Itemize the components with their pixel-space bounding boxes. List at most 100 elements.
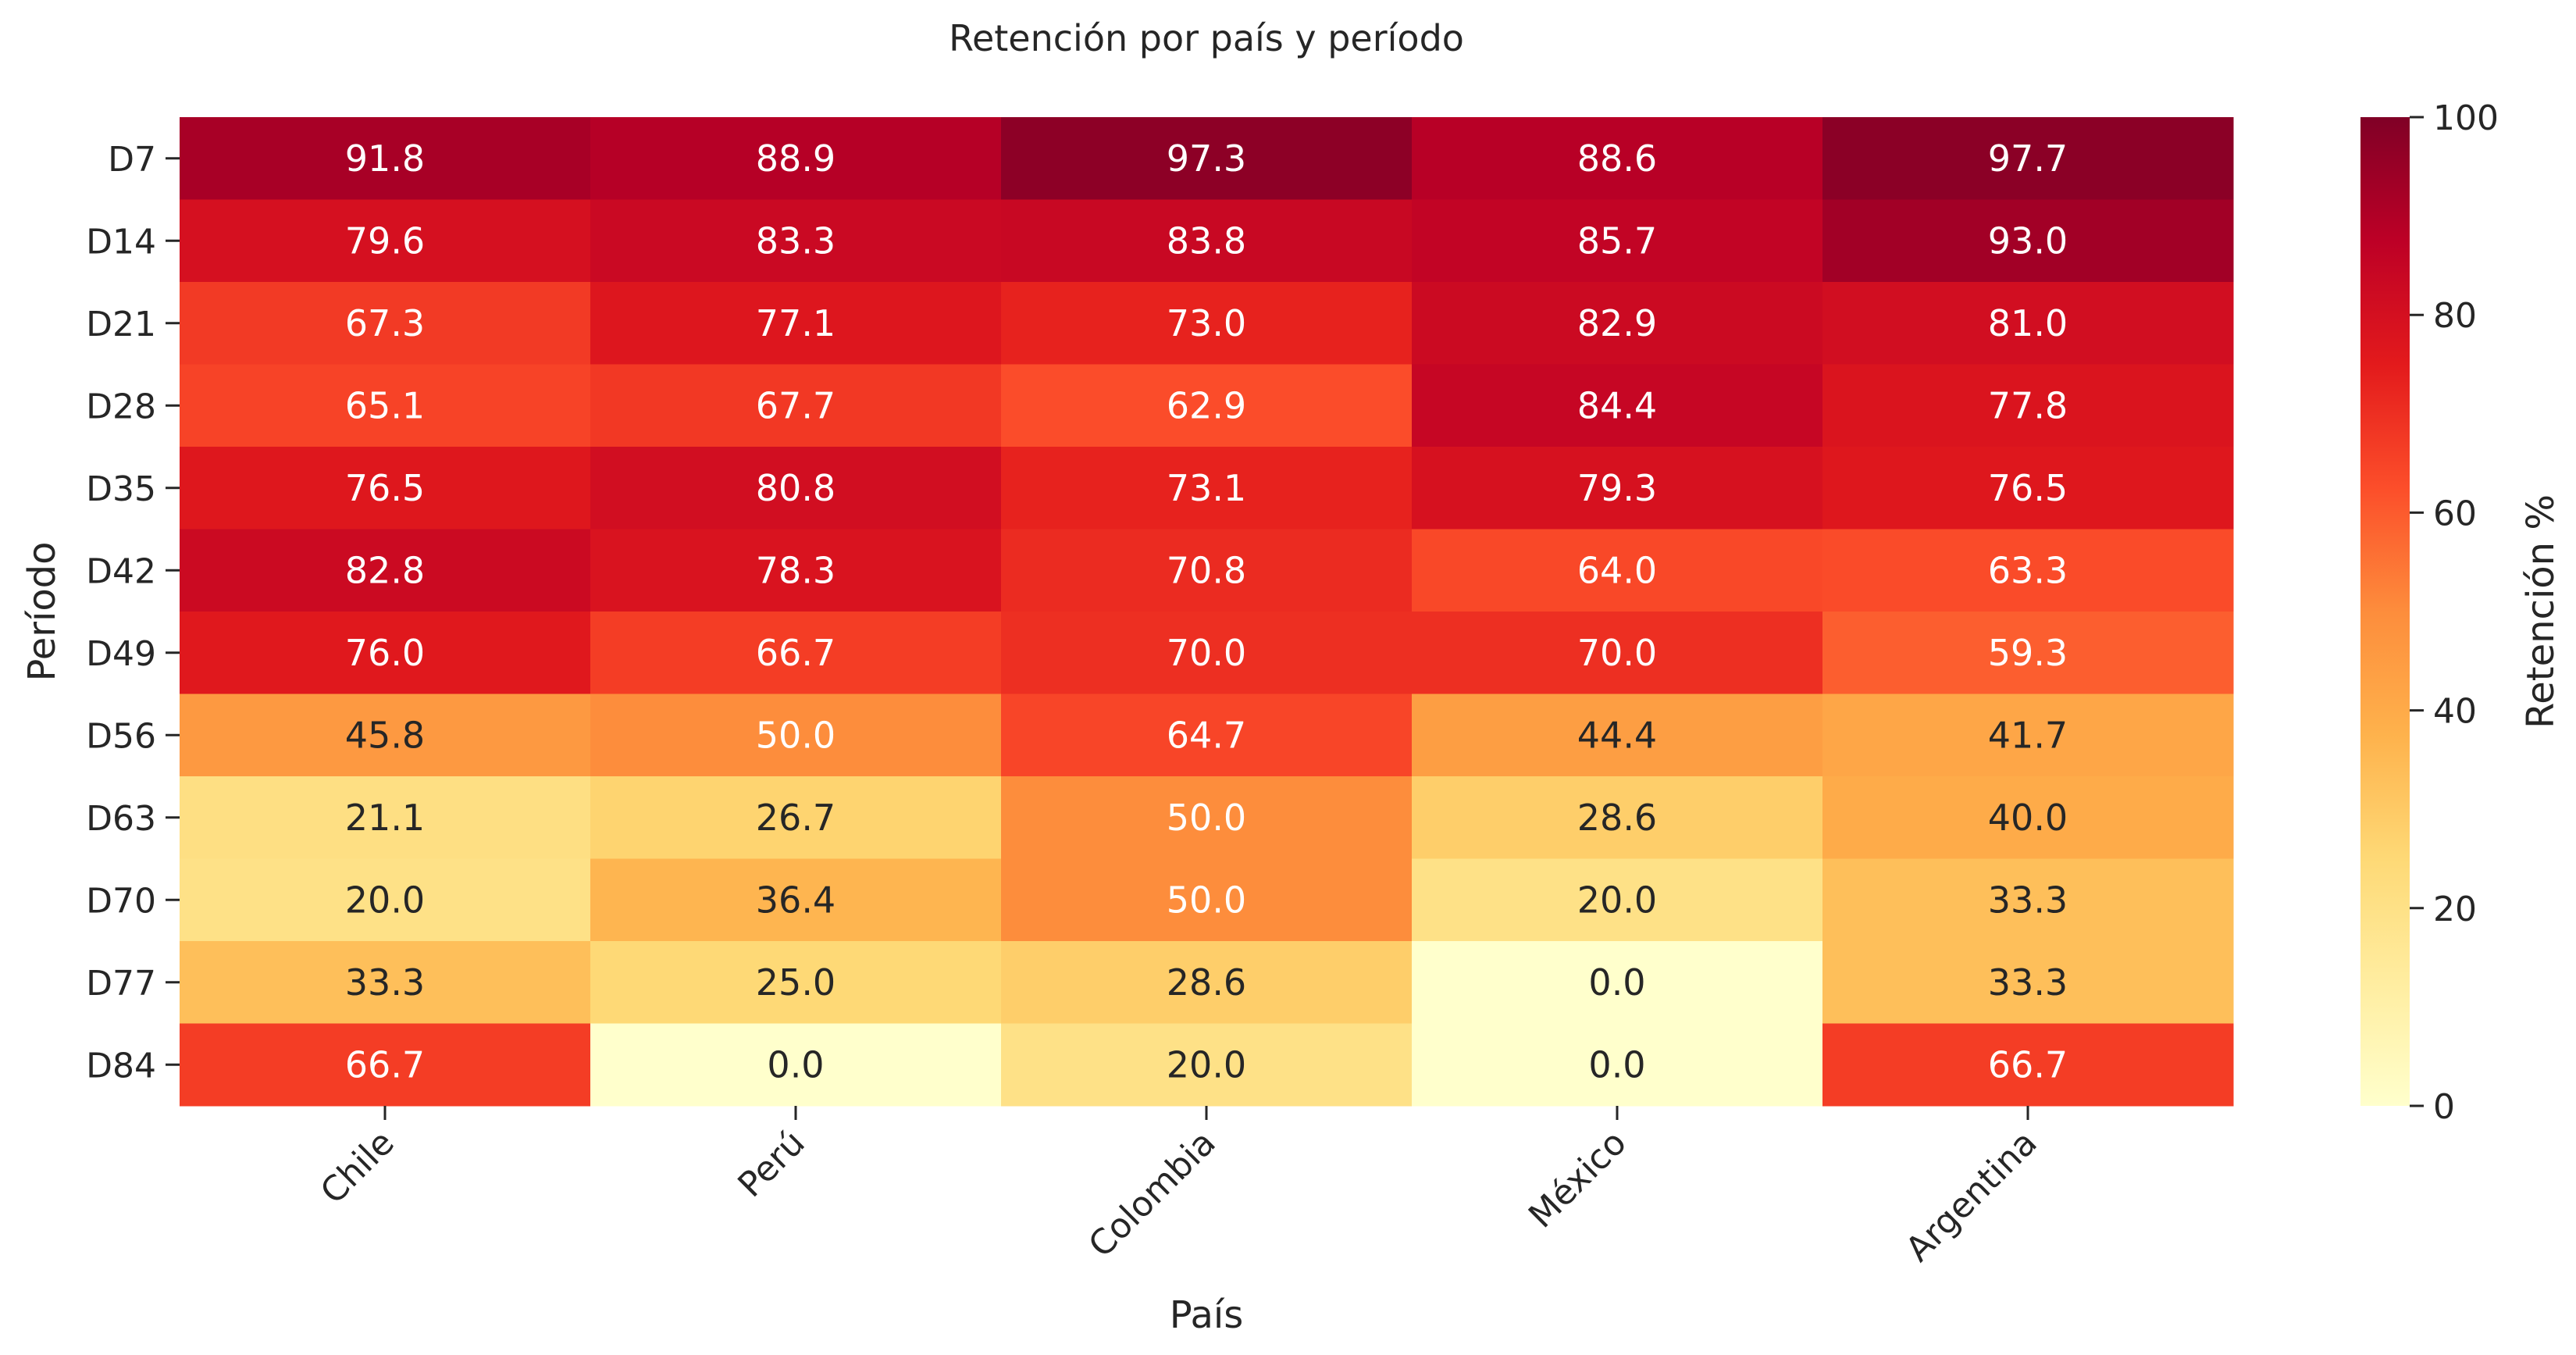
x-axis-ticks: Chile Perú Colombia México Argentina xyxy=(313,1106,2045,1270)
heatmap-cell xyxy=(1822,858,2234,942)
y-tick-label: D77 xyxy=(86,964,156,1004)
colorbar-tick-label: 80 xyxy=(2433,296,2477,336)
cell-value-label: 0.0 xyxy=(1588,961,1645,1004)
heatmap-cell xyxy=(1001,282,1413,365)
heatmap-cell xyxy=(1001,199,1413,283)
cell-value-label: 85.7 xyxy=(1577,219,1657,262)
cell-value-label: 50.0 xyxy=(756,714,836,756)
heatmap-cell xyxy=(1822,529,2234,612)
heatmap-cell xyxy=(180,776,591,859)
cell-value-label: 91.8 xyxy=(345,137,425,180)
heatmap-cell xyxy=(180,1023,591,1107)
cell-value-label: 50.0 xyxy=(1167,879,1246,921)
cell-value-label: 70.8 xyxy=(1167,549,1246,591)
cell-value-label: 36.4 xyxy=(756,879,836,921)
heatmap-cell xyxy=(1412,858,1823,942)
cell-value-label: 40.0 xyxy=(1988,797,2068,839)
heatmap-cell xyxy=(180,941,591,1024)
y-tick-label: D28 xyxy=(86,387,156,426)
cell-value-label: 64.7 xyxy=(1167,714,1246,756)
heatmap-cell xyxy=(180,858,591,942)
colorbar-tick-label: 60 xyxy=(2433,494,2477,533)
heatmap-cell xyxy=(1822,612,2234,694)
cell-value-label: 50.0 xyxy=(1167,797,1246,839)
heatmap-cell xyxy=(1412,447,1823,530)
cell-value-label: 66.7 xyxy=(345,1043,425,1086)
cell-value-label: 67.7 xyxy=(756,384,836,426)
cell-value-label: 26.7 xyxy=(756,797,836,839)
heatmap-cell xyxy=(1001,776,1413,859)
y-axis-label: Período xyxy=(20,541,64,681)
cell-value-label: 33.3 xyxy=(345,961,425,1004)
x-tick-label: Colombia xyxy=(1081,1123,1224,1265)
heatmap-cells: 91.8 88.9 97.3 88.6 97.7 79.6 83.3 83.8 85.7 93.0… xyxy=(180,117,2234,1107)
x-tick-label: Chile xyxy=(313,1123,402,1212)
heatmap-cell xyxy=(1001,694,1413,777)
heatmap-cell xyxy=(1822,1023,2234,1107)
heatmap-cell xyxy=(1412,199,1823,283)
heatmap-cell xyxy=(590,447,1002,530)
heatmap-cell xyxy=(590,694,1002,777)
cell-value-label: 0.0 xyxy=(1588,1043,1645,1086)
cell-value-label: 59.3 xyxy=(1988,632,2068,674)
cell-value-label: 45.8 xyxy=(345,714,425,756)
heatmap-cell xyxy=(1412,941,1823,1024)
cell-value-label: 73.1 xyxy=(1167,467,1246,509)
heatmap-cell xyxy=(1001,858,1413,942)
cell-value-label: 77.8 xyxy=(1988,384,2068,426)
cell-value-label: 64.0 xyxy=(1577,549,1657,591)
y-tick-label: D84 xyxy=(86,1046,156,1086)
cell-value-label: 82.8 xyxy=(345,549,425,591)
cell-value-label: 97.3 xyxy=(1167,137,1246,180)
cell-value-label: 33.3 xyxy=(1988,879,2068,921)
x-tick-label: México xyxy=(1521,1123,1634,1236)
cell-value-label: 33.3 xyxy=(1988,961,2068,1004)
colorbar-label: Retención % xyxy=(2519,494,2563,729)
cell-value-label: 76.5 xyxy=(1988,467,2068,509)
cell-value-label: 66.7 xyxy=(756,632,836,674)
cell-value-label: 20.0 xyxy=(1167,1043,1246,1086)
heatmap-cell xyxy=(1001,364,1413,448)
cell-value-label: 67.3 xyxy=(345,302,425,344)
colorbar-ticks: 0 20 40 60 80 100 xyxy=(2410,98,2499,1127)
cell-value-label: 44.4 xyxy=(1577,714,1657,756)
y-tick-label: D70 xyxy=(86,881,156,921)
heatmap-cell xyxy=(180,117,591,200)
heatmap-cell xyxy=(1822,282,2234,365)
cell-value-label: 93.0 xyxy=(1988,219,2068,262)
heatmap-cell xyxy=(590,364,1002,448)
colorbar-tick-label: 40 xyxy=(2433,692,2477,732)
heatmap-cell xyxy=(180,529,591,612)
cell-value-label: 63.3 xyxy=(1988,549,2068,591)
cell-value-label: 76.0 xyxy=(345,632,425,674)
heatmap-cell xyxy=(590,941,1002,1024)
cell-value-label: 65.1 xyxy=(345,384,425,426)
heatmap-cell xyxy=(1001,941,1413,1024)
cell-value-label: 80.8 xyxy=(756,467,836,509)
cell-value-label: 77.1 xyxy=(756,302,836,344)
heatmap-cell xyxy=(590,1023,1002,1107)
cell-value-label: 28.6 xyxy=(1167,961,1246,1004)
y-tick-label: D63 xyxy=(86,799,156,839)
heatmap-cell xyxy=(590,282,1002,365)
cell-value-label: 41.7 xyxy=(1988,714,2068,756)
cell-value-label: 0.0 xyxy=(767,1043,824,1086)
cell-value-label: 88.6 xyxy=(1577,137,1657,180)
cell-value-label: 81.0 xyxy=(1988,302,2068,344)
cell-value-label: 70.0 xyxy=(1167,632,1246,674)
chart-title: Retención por país y período xyxy=(949,17,1464,59)
cell-value-label: 79.3 xyxy=(1577,467,1657,509)
cell-value-label: 20.0 xyxy=(345,879,425,921)
cell-value-label: 83.3 xyxy=(756,219,836,262)
y-tick-label: D35 xyxy=(86,469,156,509)
heatmap-cell xyxy=(590,117,1002,200)
cell-value-label: 28.6 xyxy=(1577,797,1657,839)
cell-value-label: 73.0 xyxy=(1167,302,1246,344)
heatmap-cell xyxy=(1822,941,2234,1024)
heatmap-cell xyxy=(1412,529,1823,612)
colorbar-tick-label: 20 xyxy=(2433,890,2477,929)
cell-value-label: 84.4 xyxy=(1577,384,1657,426)
heatmap-cell xyxy=(590,529,1002,612)
colorbar xyxy=(2360,117,2410,1106)
